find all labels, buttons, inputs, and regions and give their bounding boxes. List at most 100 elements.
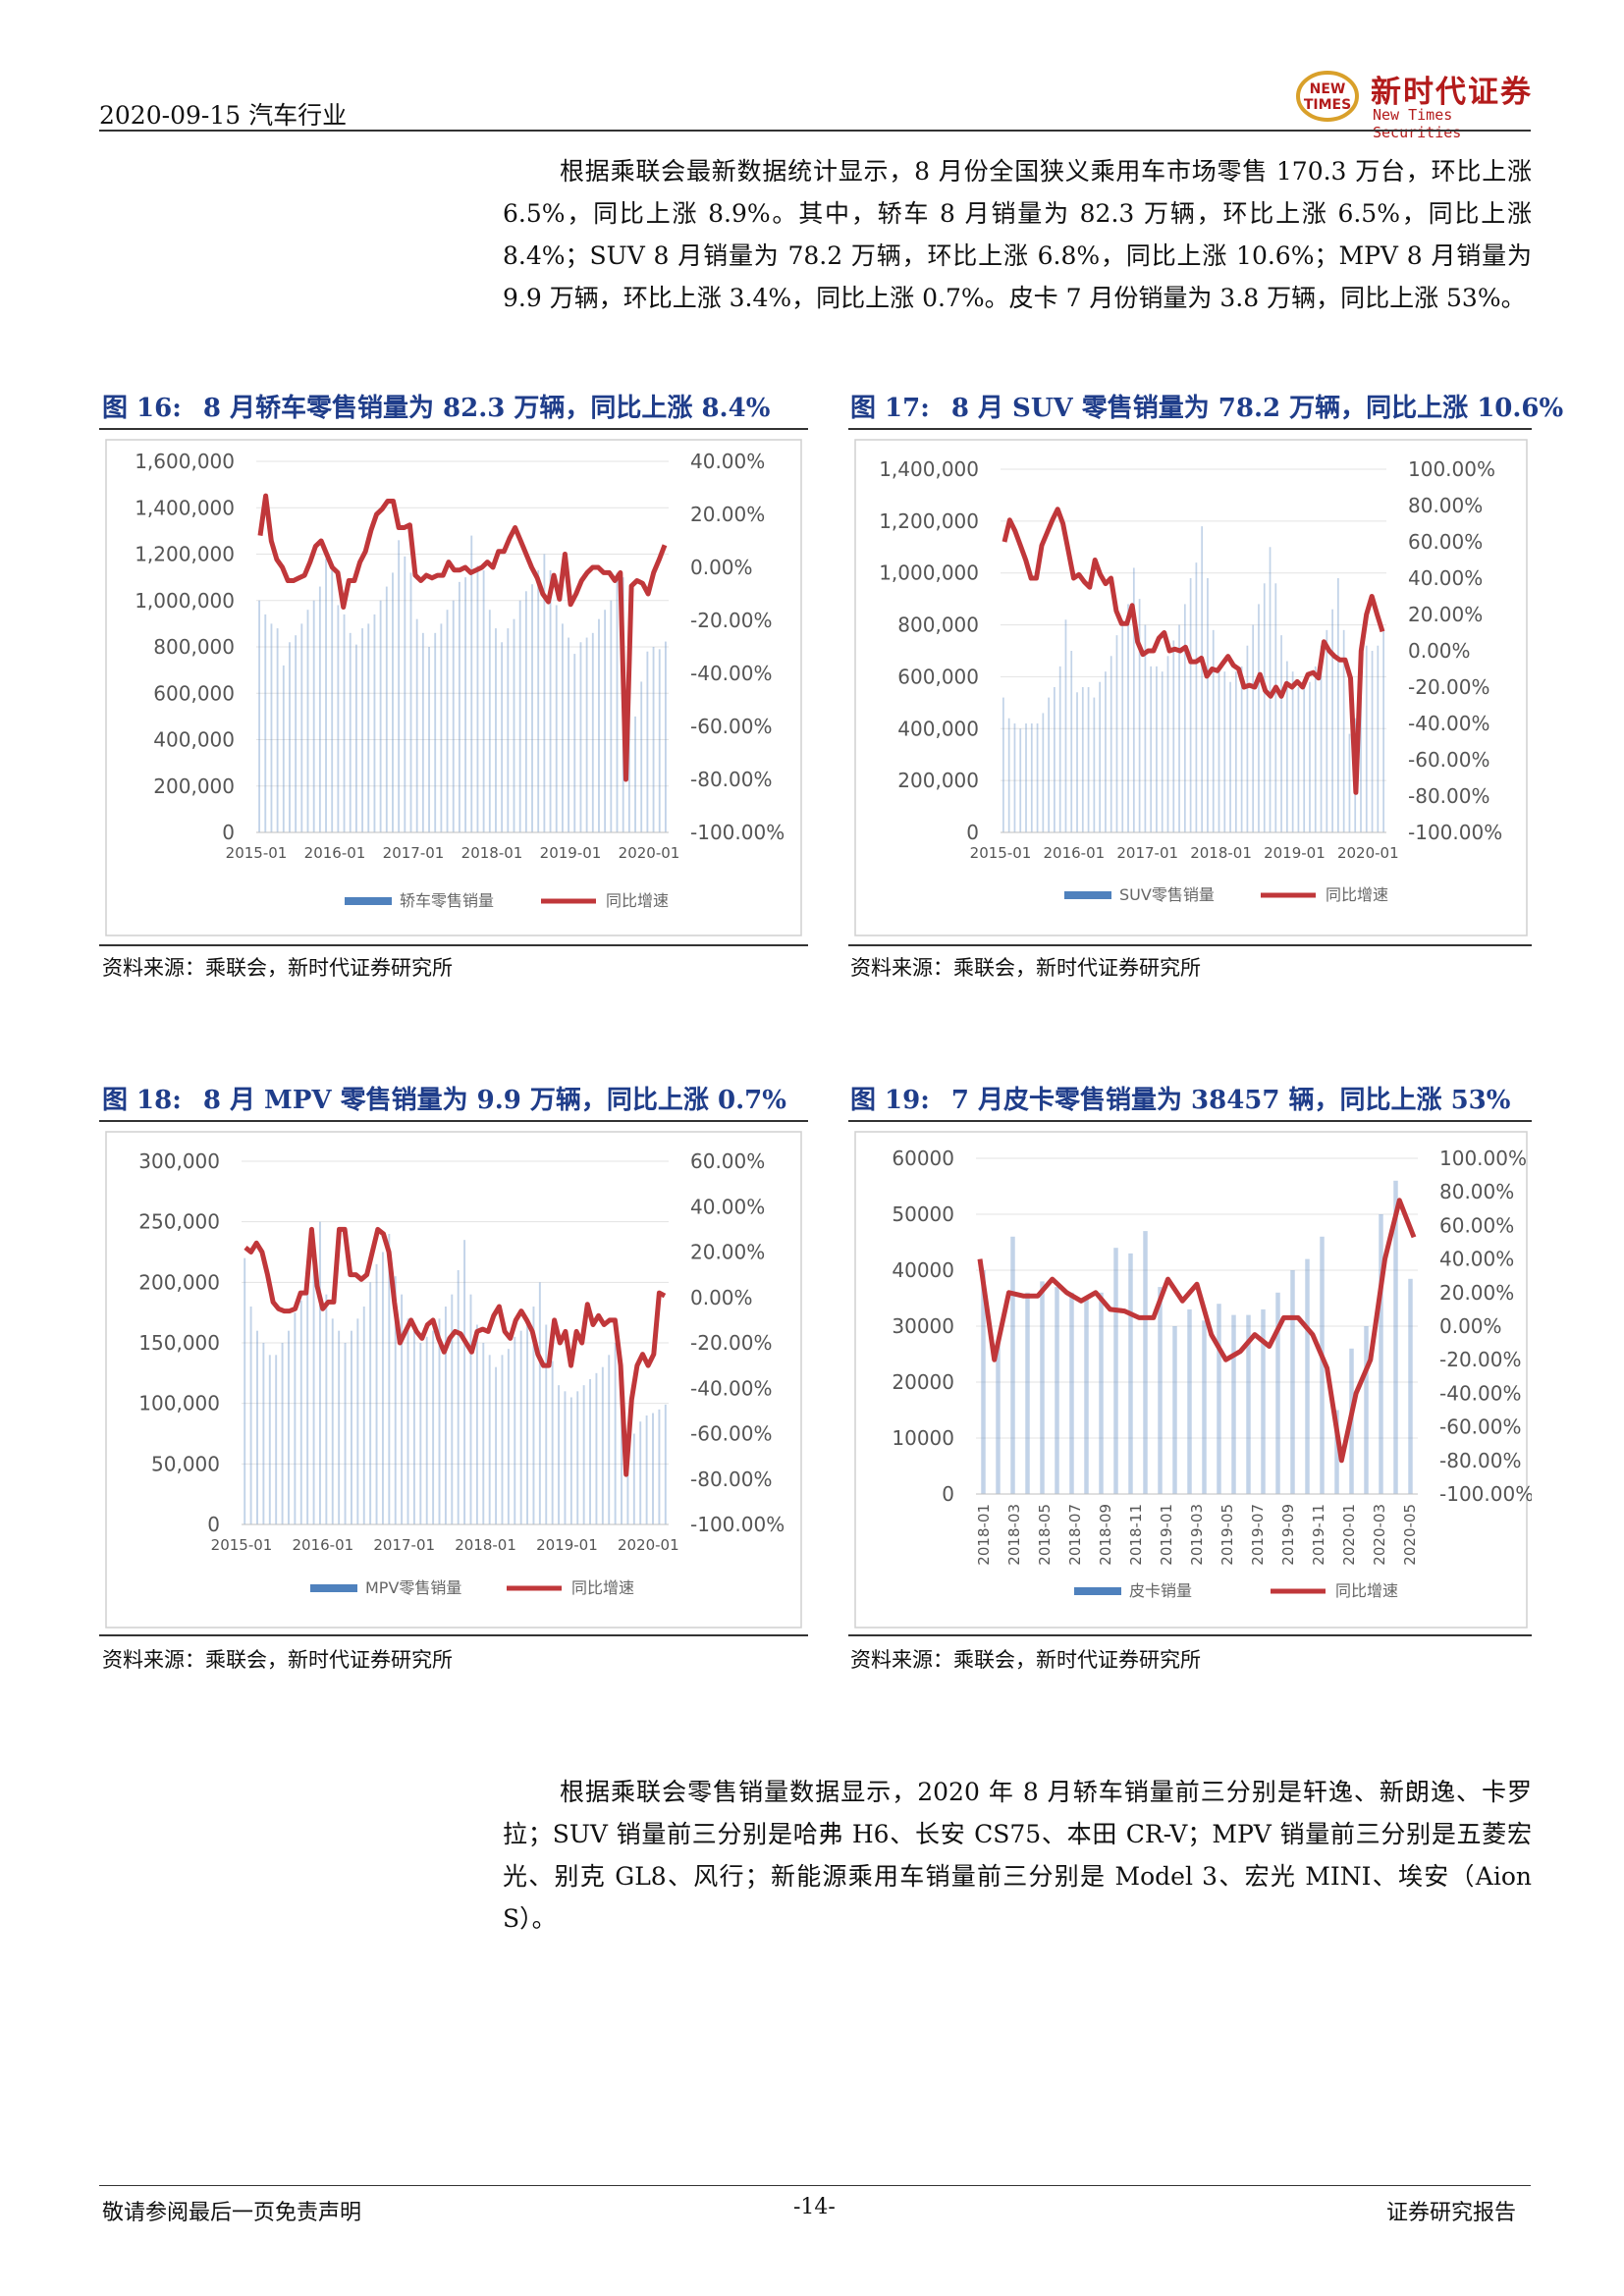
sales-bar <box>507 1349 510 1524</box>
sales-bar <box>1042 713 1045 832</box>
sales-bar <box>1320 1236 1325 1494</box>
sales-bar <box>646 651 649 832</box>
sales-bar <box>412 1330 415 1524</box>
sales-bar <box>1337 578 1339 832</box>
legend-bar-label: 轿车零售销量 <box>400 891 494 910</box>
figure-16-source: 资料来源：乘联会，新时代证券研究所 <box>102 956 453 980</box>
sales-bar <box>392 572 394 832</box>
sales-bar <box>325 559 327 832</box>
right-axis-tick-label: -60.00% <box>1408 748 1489 772</box>
figure-caption: 7 月皮卡零售销量为 38457 辆，同比上涨 53% <box>950 1086 1511 1115</box>
sales-bar <box>1212 629 1215 832</box>
sales-bar <box>1069 1292 1074 1494</box>
sales-bar <box>632 1433 635 1524</box>
sales-bar <box>652 647 655 832</box>
sales-bar <box>658 649 661 832</box>
figure-19-title: 图 19: 7 月皮卡零售销量为 38457 辆，同比上涨 53% <box>850 1080 1510 1116</box>
legend-line-label: 同比增速 <box>606 891 669 910</box>
right-axis-tick-label: 40.00% <box>690 1195 765 1218</box>
sales-bar <box>338 1330 341 1524</box>
sales-bar <box>275 1355 278 1524</box>
figure-number: 图 16: <box>102 394 182 423</box>
sales-bar <box>1138 599 1141 832</box>
sales-bar <box>1183 604 1186 832</box>
sales-bar <box>312 600 315 832</box>
sales-bar <box>394 1276 397 1524</box>
right-axis-tick-label: -100.00% <box>1408 821 1502 844</box>
sales-bar <box>331 1318 334 1524</box>
sales-bar <box>457 1270 460 1524</box>
right-axis-tick-label: -100.00% <box>690 1513 785 1536</box>
sales-bar <box>1161 671 1164 832</box>
sales-bar <box>354 644 357 832</box>
sales-bar <box>464 577 467 832</box>
x-axis-tick-label: 2015-01 <box>226 844 288 862</box>
sales-bar <box>381 1252 384 1524</box>
sales-bar <box>1393 1180 1398 1494</box>
sales-bar <box>645 1415 648 1524</box>
sales-bar <box>1084 1298 1089 1494</box>
sales-bar <box>1010 1236 1015 1494</box>
sales-bar <box>582 1385 585 1524</box>
sales-bar <box>1002 697 1004 832</box>
sales-bar <box>538 1282 541 1524</box>
sales-bar <box>1132 567 1135 832</box>
left-axis-tick-label: 600,000 <box>153 681 235 705</box>
left-axis-tick-label: 30000 <box>892 1314 954 1338</box>
sales-bar <box>1030 723 1033 832</box>
sales-bar <box>1019 728 1022 832</box>
sales-bar <box>1285 661 1288 832</box>
figure-18-bottom-rule <box>99 1634 808 1636</box>
sales-bar <box>1274 583 1277 832</box>
yoy-growth-line <box>257 493 668 782</box>
svg-text:TIMES: TIMES <box>1304 97 1351 113</box>
right-axis-tick-label: 40.00% <box>1439 1248 1514 1271</box>
sales-bar <box>1348 733 1351 832</box>
figure-16-bottom-rule <box>99 944 808 946</box>
x-axis-tick-label: 2019-03 <box>1188 1504 1206 1566</box>
sales-bar <box>1187 1308 1192 1494</box>
sales-bar <box>1364 1326 1369 1494</box>
right-axis-tick-label: 0.00% <box>1408 639 1471 663</box>
sales-bar <box>1076 692 1078 832</box>
left-axis-tick-label: 40000 <box>892 1258 954 1282</box>
sales-bar <box>349 632 352 832</box>
yoy-growth-line <box>977 1198 1417 1464</box>
sales-bar <box>415 618 418 832</box>
figure-caption: 8 月 MPV 零售销量为 9.9 万辆，同比上涨 0.7% <box>202 1086 786 1115</box>
sales-bar <box>1070 651 1073 832</box>
sales-bar <box>1128 1253 1133 1494</box>
left-axis-tick-label: 1,000,000 <box>879 561 979 585</box>
legend-bar-swatch <box>1074 1587 1121 1595</box>
sales-bar <box>1058 666 1061 832</box>
sales-bar <box>270 623 273 832</box>
right-axis-tick-label: 20.00% <box>690 503 765 526</box>
legend-bar-swatch <box>1064 891 1111 899</box>
right-axis-tick-label: -60.00% <box>690 715 772 738</box>
sales-bar <box>514 1336 516 1524</box>
sales-bar <box>312 1234 315 1524</box>
figure-16-chart: 0 200,000 400,000 600,000 800,000 1,000,000 1,… <box>99 432 808 942</box>
sales-bar <box>614 1343 617 1524</box>
sales-bar <box>1291 671 1294 832</box>
sales-bar <box>621 1361 623 1524</box>
left-axis-tick-label: 1,200,000 <box>135 543 235 566</box>
sales-bar <box>1144 624 1147 832</box>
sales-bar <box>1303 681 1306 832</box>
sales-bar <box>549 570 552 832</box>
sales-bar <box>537 570 540 832</box>
sales-bar <box>1166 656 1169 832</box>
sales-bar <box>627 712 630 832</box>
pickup-sales-chart: 0 10000 20000 30000 40000 50000 60000 -100.00% -… <box>854 1131 1534 1629</box>
sales-bar <box>1178 624 1180 832</box>
company-logo: NEW TIMES 新时代证券 New Times Securities <box>1294 67 1540 141</box>
x-axis-tick-label: 2019-09 <box>1279 1504 1297 1566</box>
sales-bar <box>344 1343 347 1524</box>
figure-number: 图 18: <box>102 1086 182 1115</box>
yoy-growth-line <box>1001 507 1385 795</box>
right-axis-tick-label: -20.00% <box>690 609 772 632</box>
sales-bar <box>1258 604 1260 832</box>
x-axis-tick-label: 2016-01 <box>293 1536 354 1554</box>
sales-bar <box>1040 1281 1045 1494</box>
sales-bar <box>1150 666 1153 832</box>
